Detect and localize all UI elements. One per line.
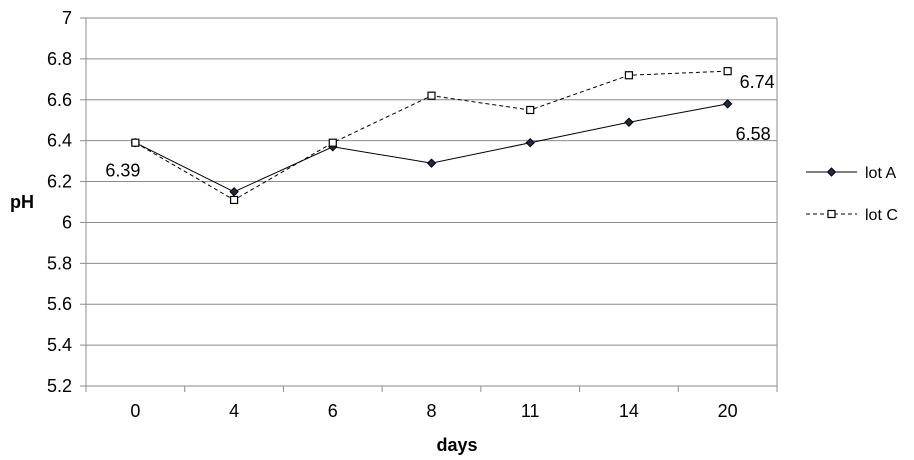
legend-marker <box>827 209 836 219</box>
x-tick-label: 4 <box>229 401 239 421</box>
y-tick-label: 6.2 <box>47 172 72 192</box>
data-label: 6.74 <box>740 72 775 92</box>
data-label: 6.39 <box>105 161 140 181</box>
data-point <box>723 67 732 76</box>
data-point <box>427 91 436 100</box>
data-label: 6.58 <box>736 124 771 144</box>
plot-area <box>85 18 778 387</box>
y-tick-label: 6.8 <box>47 49 72 69</box>
x-tick-label: 6 <box>328 401 338 421</box>
data-point <box>328 138 337 147</box>
x-axis-ticks: 0 4 6 8 11 14 20 <box>85 386 778 421</box>
series-line <box>135 70 728 201</box>
x-tick-label: 20 <box>718 401 738 421</box>
y-axis-title: pH <box>10 192 34 212</box>
y-tick-label: 6 <box>62 212 72 232</box>
y-tick-label: 6.6 <box>47 90 72 110</box>
data-point <box>722 99 733 109</box>
data-point <box>131 138 140 147</box>
legend-item: lot C <box>806 207 898 224</box>
legend-item: lot A <box>806 165 896 182</box>
data-point <box>624 71 634 80</box>
y-tick-label: 6.4 <box>47 131 72 151</box>
gridlines <box>86 17 777 387</box>
x-tick-label: 11 <box>521 401 540 421</box>
x-tick-label: 0 <box>130 401 140 421</box>
legend-marker <box>826 167 837 177</box>
y-tick-label: 5.2 <box>47 376 72 396</box>
y-tick-label: 5.4 <box>47 335 72 355</box>
y-tick-label: 5.6 <box>47 294 72 314</box>
data-labels: 6.39 6.58 6.74 <box>105 72 774 181</box>
series-line <box>135 103 728 193</box>
data-point <box>526 105 535 115</box>
legend-label: lot C <box>865 207 898 224</box>
x-tick-label: 14 <box>619 401 639 421</box>
legend: lot A lot C <box>806 165 898 224</box>
data-point <box>229 195 239 205</box>
data-point <box>426 158 437 168</box>
x-axis-title: days <box>436 435 477 455</box>
series-lot-c <box>131 67 732 205</box>
y-tick-label: 5.8 <box>47 253 72 273</box>
data-point <box>624 117 634 127</box>
series-layer <box>130 67 733 205</box>
y-axis-ticks: 5.2 5.4 5.6 5.8 6 6.2 6.4 6.6 6.8 7 <box>47 8 86 396</box>
x-tick-label: 8 <box>426 401 436 421</box>
data-point <box>525 138 535 148</box>
data-point <box>229 187 239 197</box>
legend-label: lot A <box>865 165 896 182</box>
y-tick-label: 7 <box>62 8 72 28</box>
